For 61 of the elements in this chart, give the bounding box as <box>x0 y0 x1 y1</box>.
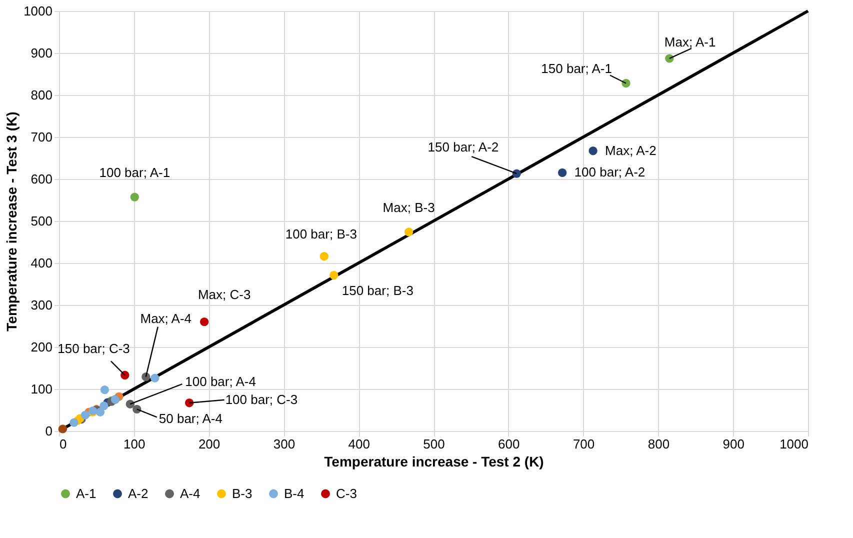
x-tick-label: 100 <box>124 436 146 452</box>
y-tick-label: 300 <box>30 298 52 312</box>
legend-label: B-3 <box>232 486 252 501</box>
point <box>132 404 142 414</box>
annotation: 100 bar; C-3 <box>225 392 298 407</box>
point <box>70 418 78 427</box>
legend-label: C-3 <box>336 486 357 501</box>
y-tick-label: 900 <box>30 46 52 60</box>
x-tick-label: 300 <box>273 436 296 452</box>
y-tick-label: 0 <box>45 424 52 438</box>
annotation: Max; A-4 <box>140 310 192 326</box>
point <box>58 424 68 434</box>
point <box>588 146 598 156</box>
annotation: 150 bar; C-3 <box>58 341 130 356</box>
point <box>100 401 108 410</box>
x-tick-label: 500 <box>423 436 445 452</box>
annotation: 100 bar; A-4 <box>185 374 256 390</box>
annotation: Max; B-3 <box>382 200 435 215</box>
annotation: Max; C-3 <box>198 286 251 302</box>
y-tick-label: 100 <box>30 382 52 396</box>
point <box>150 374 160 382</box>
x-tick-label: 900 <box>722 436 744 452</box>
point <box>320 252 328 261</box>
legend-label: A-1 <box>76 486 96 501</box>
y-tick-label: 500 <box>30 214 52 228</box>
point <box>330 270 338 280</box>
x-tick-label: 400 <box>348 436 370 452</box>
y-tick-label: 800 <box>30 88 52 102</box>
annotation: 100 bar; B-3 <box>285 226 357 242</box>
annotation: Max; A-1 <box>664 34 716 50</box>
annotation: 50 bar; A-4 <box>158 411 223 426</box>
x-tick-label: 600 <box>498 436 520 452</box>
legend-label: B-4 <box>284 486 304 501</box>
annotation: 100 bar; A-2 <box>574 164 646 180</box>
x-tick-label: 200 <box>198 436 220 452</box>
point <box>404 228 414 236</box>
y-tick-label: 700 <box>30 130 52 144</box>
annotation: 150 bar; A-1 <box>541 61 612 76</box>
point <box>558 168 567 178</box>
point <box>142 372 150 382</box>
y-tick-label: 600 <box>30 172 52 186</box>
x-axis-title: Temperature increase - Test 2 (K) <box>324 454 544 470</box>
annotation: 150 bar; B-3 <box>342 283 414 298</box>
x-tick-label: 800 <box>648 436 670 452</box>
annotation: 100 bar; A-1 <box>99 165 170 180</box>
point <box>80 410 90 420</box>
point <box>200 317 209 326</box>
y-tick-label: 200 <box>30 340 52 354</box>
point <box>96 408 105 416</box>
y-tick-label: 400 <box>30 256 52 270</box>
point <box>130 192 139 202</box>
x-tick-label: 700 <box>572 436 595 452</box>
x-tick-label: 1000 <box>780 436 808 452</box>
y-tick-label: 1000 <box>24 4 52 18</box>
annotation: 150 bar; A-2 <box>428 140 499 155</box>
point <box>100 386 110 394</box>
annotation: Max; A-2 <box>605 142 656 158</box>
x-tick-label: 0 <box>60 436 67 452</box>
legend-label: A-2 <box>128 486 148 501</box>
legend-label: A-4 <box>180 486 200 501</box>
y-axis-title: Temperature increase - Test 3 (K) <box>4 112 20 332</box>
